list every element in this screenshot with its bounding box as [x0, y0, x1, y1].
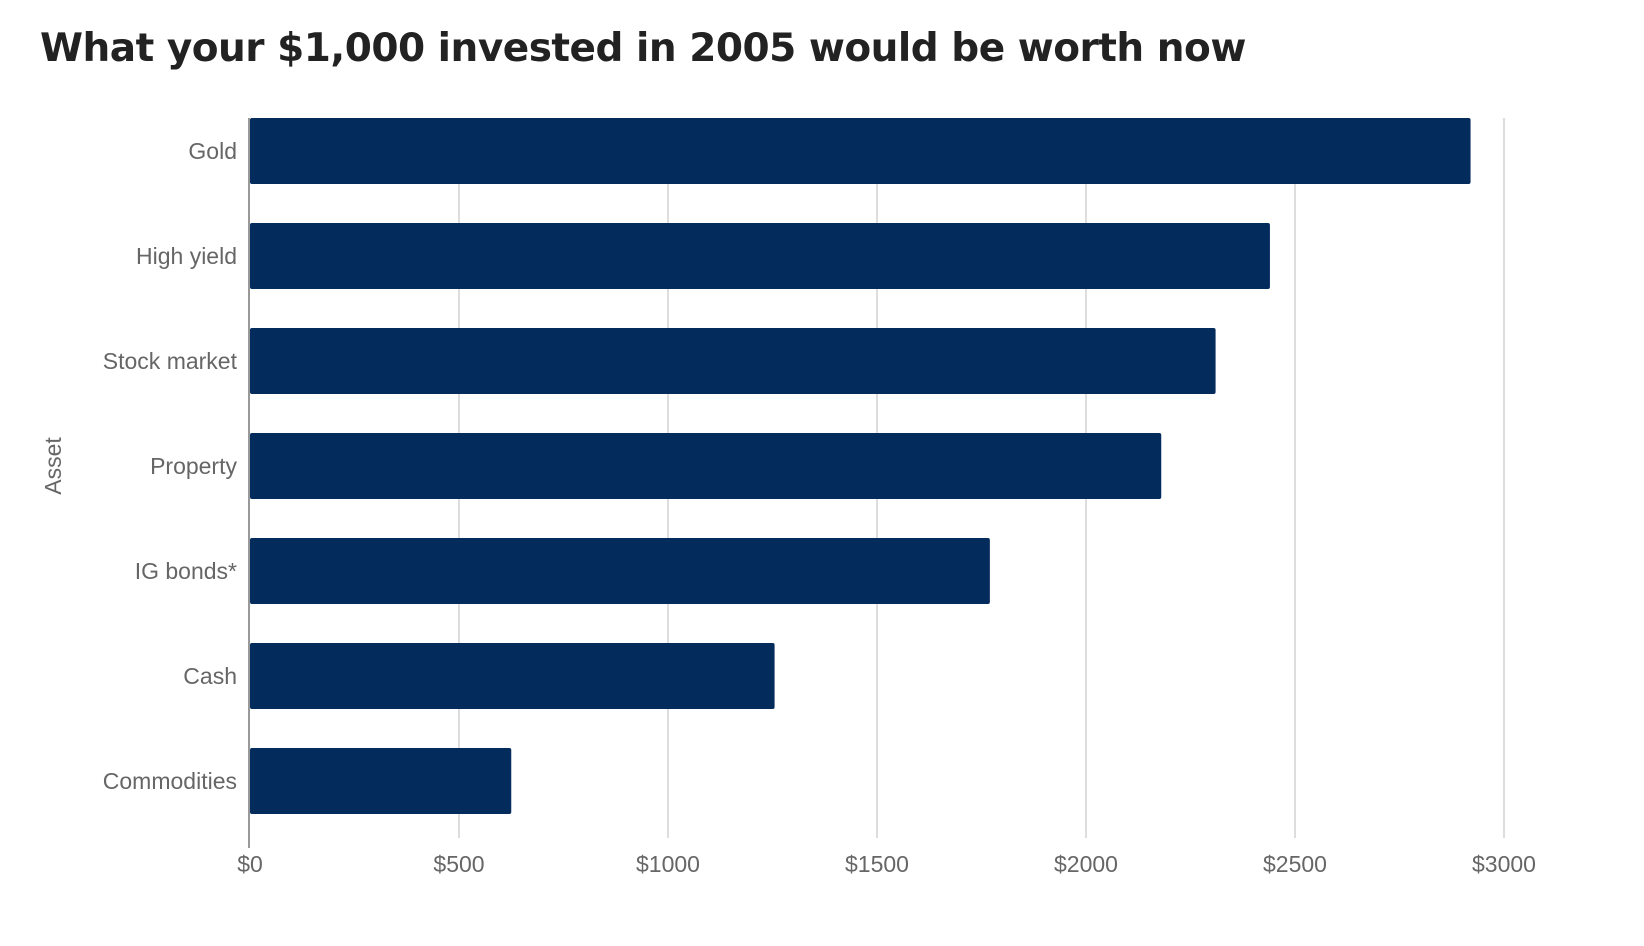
bar: [250, 433, 1162, 499]
category-label: Gold: [188, 138, 237, 164]
bar: [250, 223, 1270, 289]
x-tick-label: $1500: [845, 851, 909, 877]
chart-title: What your $1,000 invested in 2005 would …: [40, 26, 1246, 71]
x-tick-label: $0: [237, 851, 263, 877]
category-label: Cash: [183, 663, 237, 689]
category-label: Property: [150, 453, 237, 479]
x-tick-label: $2500: [1263, 851, 1327, 877]
y-axis-title: Asset: [40, 437, 66, 495]
bar: [250, 748, 512, 814]
category-label: IG bonds*: [135, 558, 237, 584]
bars: [250, 118, 1471, 814]
bar: [250, 643, 775, 709]
category-label: Commodities: [103, 768, 237, 794]
x-axis-ticks: $0 $500 $1000 $1500 $2000 $2500 $3000: [237, 851, 1536, 877]
x-tick-label: $3000: [1472, 851, 1536, 877]
bar: [250, 118, 1471, 184]
x-tick-label: $2000: [1054, 851, 1118, 877]
bar: [250, 328, 1216, 394]
category-labels: Gold High yield Stock market Property IG bon…: [103, 138, 238, 794]
x-tick-label: $1000: [636, 851, 700, 877]
x-tick-label: $500: [433, 851, 484, 877]
category-label: Stock market: [103, 348, 238, 374]
category-label: High yield: [136, 243, 237, 269]
bar: [250, 538, 990, 604]
